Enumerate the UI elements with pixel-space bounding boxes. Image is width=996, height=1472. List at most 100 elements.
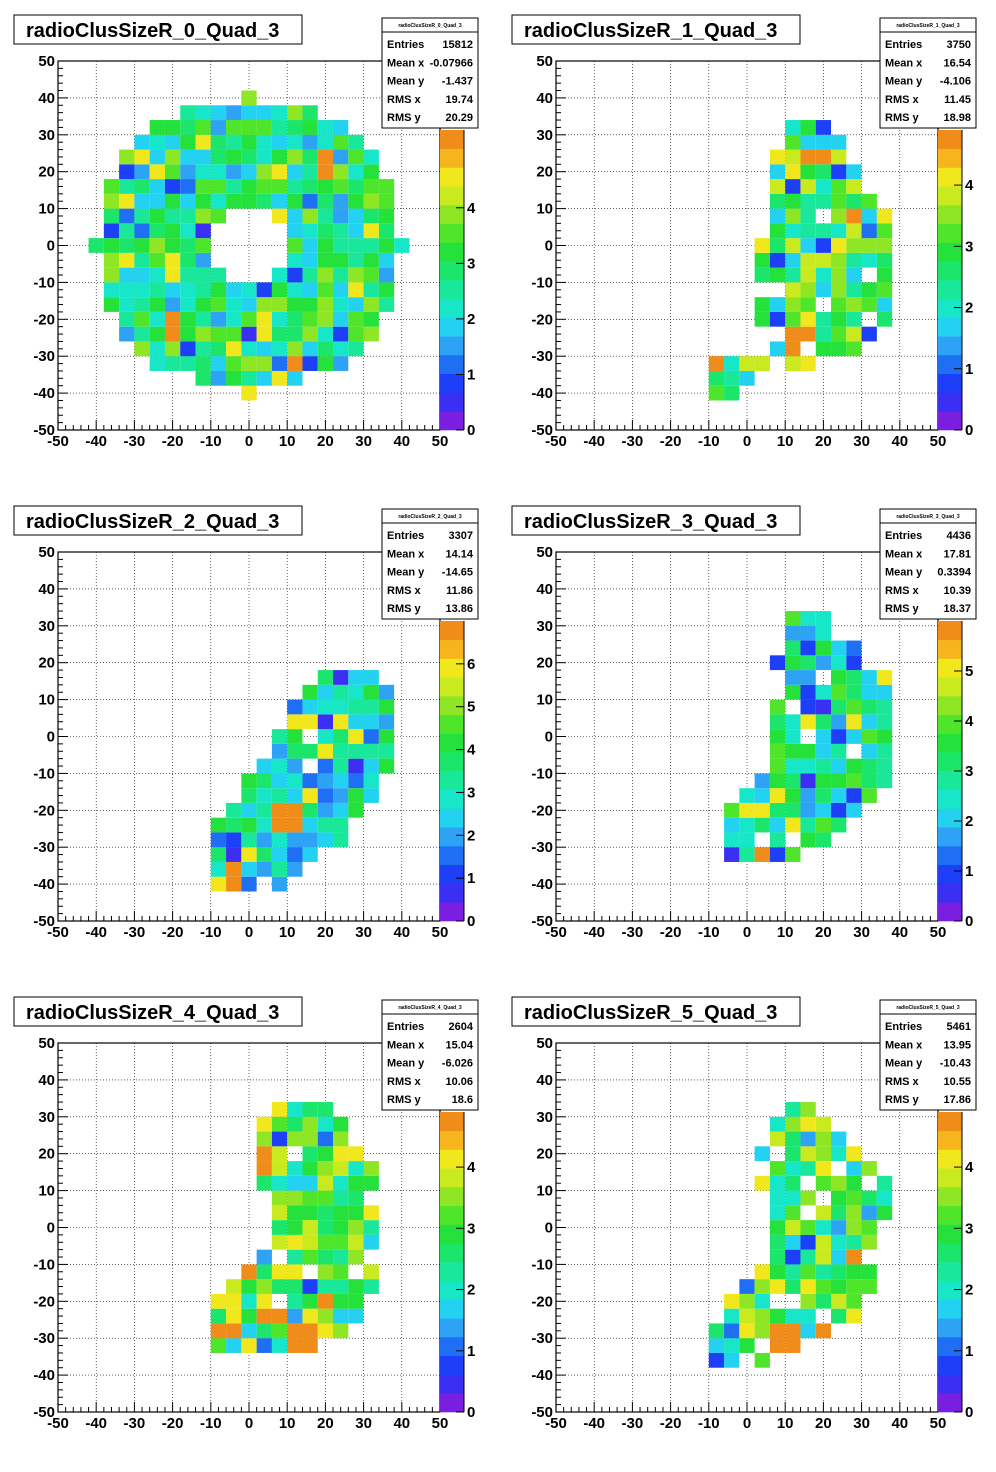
y-tick-label: 10 xyxy=(536,201,553,218)
heatmap-cell xyxy=(815,193,832,209)
x-tick-label: 30 xyxy=(853,924,870,941)
heatmap-cell xyxy=(348,1205,364,1221)
x-tick-label: 50 xyxy=(930,433,947,450)
heatmap-cell xyxy=(363,326,379,342)
heatmap-cell xyxy=(287,1249,303,1265)
heatmap-cell xyxy=(846,684,862,700)
heatmap-cell xyxy=(302,1338,318,1353)
heatmap-cell xyxy=(831,1279,847,1294)
heatmap-cell xyxy=(348,223,364,239)
heatmap-cell xyxy=(800,282,816,298)
heatmap-cell xyxy=(333,817,349,833)
heatmap-cell xyxy=(164,311,181,327)
palette-band xyxy=(440,1280,464,1300)
heatmap-cell xyxy=(363,1234,379,1250)
heatmap-cell xyxy=(195,370,211,386)
palette-band xyxy=(938,696,962,716)
palette-band xyxy=(938,846,962,866)
stat-label: RMS x xyxy=(885,94,920,106)
heatmap-cell xyxy=(846,1161,862,1176)
y-tick-label: -50 xyxy=(33,913,55,930)
heatmap-cell xyxy=(317,1131,334,1147)
heatmap-cell xyxy=(302,326,318,342)
heatmap-cell xyxy=(769,164,786,180)
heatmap-cell xyxy=(785,788,801,803)
heatmap-cell xyxy=(846,1146,862,1162)
heatmap-cell xyxy=(103,252,120,268)
heatmap-cell xyxy=(861,282,877,298)
palette-band xyxy=(938,336,962,356)
heatmap-cell xyxy=(302,1161,318,1176)
heatmap-cell xyxy=(226,179,242,194)
palette-band xyxy=(938,658,962,678)
heatmap-cell xyxy=(739,1338,755,1353)
heatmap-cell xyxy=(831,267,847,283)
heatmap-cell xyxy=(226,847,242,862)
heatmap-cell xyxy=(287,1116,303,1132)
heatmap-cell xyxy=(876,282,893,298)
heatmap-cell xyxy=(256,105,272,121)
palette-band xyxy=(938,1205,962,1225)
heatmap-cell xyxy=(241,788,257,803)
heatmap-cell xyxy=(302,788,318,803)
heatmap-cell xyxy=(302,847,318,862)
y-tick-label: -40 xyxy=(33,385,55,402)
heatmap-cell xyxy=(149,356,165,371)
palette-band xyxy=(440,789,464,809)
heatmap-cell xyxy=(785,1102,801,1117)
palette-tick-label: 1 xyxy=(965,1343,973,1360)
y-tick-label: -50 xyxy=(33,422,55,439)
heatmap-cell xyxy=(815,1175,832,1191)
stat-label: Mean x xyxy=(387,548,425,560)
heatmap-cell xyxy=(876,1205,893,1221)
heatmap-cell xyxy=(241,832,257,848)
heatmap-cell xyxy=(241,341,257,357)
palette-tick-label: 0 xyxy=(965,1404,973,1421)
palette-band xyxy=(440,242,464,262)
heatmap-cell xyxy=(241,802,257,818)
heatmap-cell xyxy=(317,1102,334,1117)
heatmap-cell xyxy=(119,311,135,327)
heatmap-cell xyxy=(333,120,349,135)
heatmap-cell xyxy=(287,847,303,862)
heatmap-cell xyxy=(271,1175,288,1191)
heatmap-cell xyxy=(317,1264,334,1280)
heatmap-cell xyxy=(769,1308,786,1324)
stats-box xyxy=(879,17,977,129)
x-tick-label: 10 xyxy=(279,924,296,941)
heatmap-cell xyxy=(754,1175,770,1191)
heatmap-cell xyxy=(739,356,755,371)
y-tick-label: -40 xyxy=(531,1367,553,1384)
pad-title: radioClusSizeR_5_Quad_3 xyxy=(524,1002,777,1024)
heatmap-cell xyxy=(348,1249,364,1265)
heatmap-cell xyxy=(317,1220,334,1235)
heatmap-cell xyxy=(134,267,150,283)
heatmap-cell xyxy=(708,385,725,401)
heatmap-cell xyxy=(785,640,801,656)
heatmap-cell xyxy=(226,1338,242,1353)
heatmap-cell xyxy=(800,311,816,327)
heatmap-cell xyxy=(378,297,395,312)
heatmap-cell xyxy=(164,149,181,165)
heatmap-cell xyxy=(271,802,288,818)
heatmap-cell xyxy=(256,1146,272,1162)
heatmap-cell xyxy=(226,861,242,877)
heatmap-cell xyxy=(876,773,893,789)
heatmap-cell xyxy=(785,1116,801,1132)
heatmap-cell xyxy=(256,773,272,789)
palette-band xyxy=(440,771,464,791)
heatmap-cell xyxy=(846,238,862,253)
x-tick-label: -50 xyxy=(545,924,567,941)
heatmap-cell xyxy=(769,193,786,209)
palette-band xyxy=(440,167,464,187)
heatmap-cell xyxy=(348,670,364,685)
stat-value: 2604 xyxy=(449,1021,474,1033)
heatmap-cell xyxy=(785,282,801,298)
heatmap-cell xyxy=(287,1323,303,1339)
heatmap-cell xyxy=(287,311,303,327)
palette-band xyxy=(938,1393,962,1413)
color-palette: 0 1 2 3 4 xyxy=(440,1112,476,1421)
heatmap-cell xyxy=(226,1293,242,1309)
heatmap-cell xyxy=(378,743,395,759)
stat-value: -4.106 xyxy=(940,76,971,88)
